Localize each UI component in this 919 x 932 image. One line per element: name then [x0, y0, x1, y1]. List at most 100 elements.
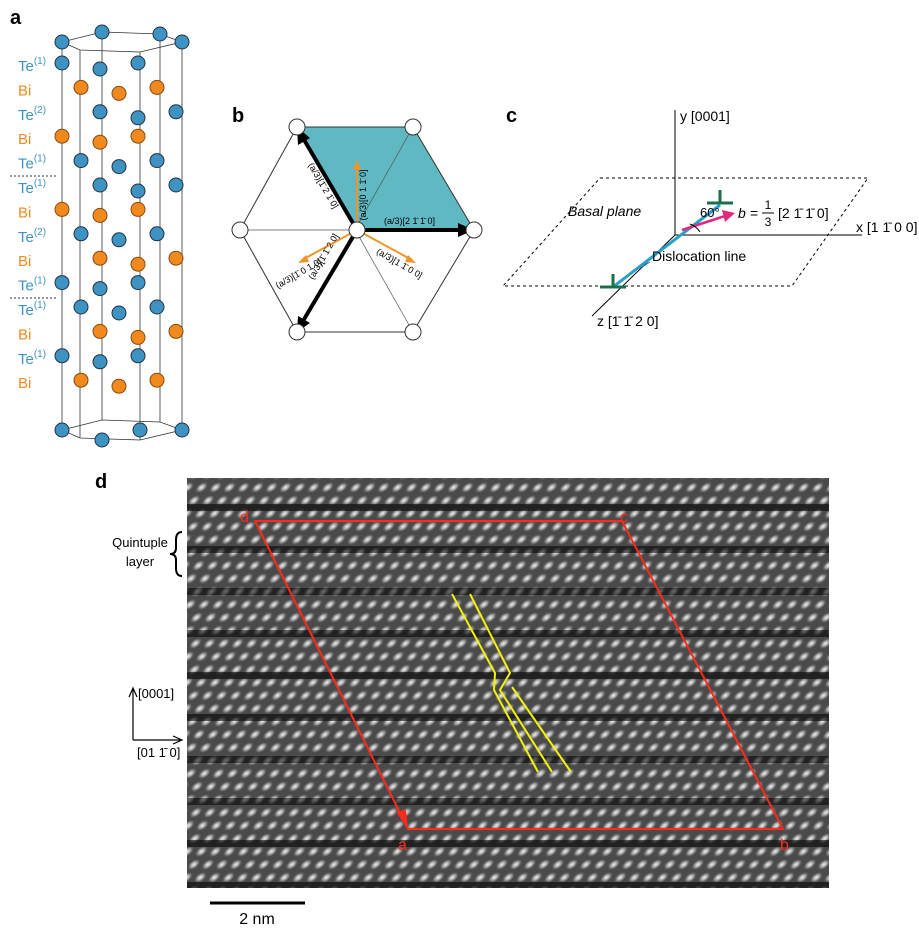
atom	[54, 128, 70, 144]
direction-axes	[128, 686, 184, 745]
element: Te	[18, 278, 34, 295]
atom	[174, 422, 190, 438]
atom	[130, 256, 146, 272]
atom	[73, 299, 89, 315]
dislocation-symbol	[600, 190, 733, 289]
atom	[54, 348, 70, 364]
atom	[130, 275, 146, 291]
arrow-head	[353, 160, 361, 170]
arrow-head	[722, 210, 735, 222]
corner-label: b	[780, 837, 789, 854]
atom	[92, 134, 108, 150]
atom	[130, 128, 146, 144]
element: Te	[18, 302, 34, 319]
stem-image: d c a b	[187, 478, 829, 888]
burgers-circuit	[253, 520, 785, 830]
atom	[149, 79, 165, 95]
atom	[92, 281, 108, 297]
lattice-site	[404, 323, 422, 341]
atom	[149, 299, 165, 315]
atom	[73, 79, 89, 95]
atom	[92, 207, 108, 223]
atom	[54, 55, 70, 71]
panel-label: d	[95, 471, 107, 493]
atom	[73, 153, 89, 169]
atom	[168, 250, 184, 266]
atom	[168, 104, 184, 120]
atom	[54, 34, 70, 50]
element: Bi	[18, 326, 31, 343]
atom	[149, 372, 165, 388]
atom	[174, 34, 190, 50]
vector-label: (a/3)[1̄ 1̄ 2 0]	[306, 232, 340, 281]
atom	[94, 24, 110, 40]
layer-label: Te(2)	[18, 227, 46, 246]
atom	[152, 26, 168, 42]
arrow-head	[298, 255, 309, 263]
panel-label: c	[506, 105, 517, 127]
vector-arrow	[301, 136, 359, 232]
superscript: (1)	[34, 154, 46, 165]
atom	[73, 226, 89, 242]
corner-label: c	[620, 509, 628, 526]
element: Te	[18, 180, 34, 197]
atom	[92, 323, 108, 339]
quintuple-label: Quintuple layer	[112, 535, 168, 569]
layer-label: Te(1)	[18, 178, 46, 197]
superscript: (2)	[34, 227, 46, 238]
atom	[54, 201, 70, 217]
scale-label: 2 nm	[239, 911, 275, 927]
lattice-site	[288, 323, 306, 341]
superscript: (2)	[34, 105, 46, 116]
layer-label: Bi	[18, 253, 31, 270]
atom	[132, 422, 148, 438]
atom	[92, 104, 108, 120]
fraction-denominator: 3	[765, 215, 772, 229]
leader-line	[641, 261, 651, 268]
element: Te	[18, 156, 34, 173]
atom	[111, 159, 127, 175]
layer-bands	[187, 478, 829, 888]
element: Bi	[18, 82, 31, 99]
lattice-site	[288, 118, 306, 136]
vector-arrow	[301, 228, 359, 323]
element: Bi	[18, 131, 31, 148]
fraction-numerator: 1	[765, 198, 772, 212]
panel-label: b	[232, 105, 244, 127]
atom	[92, 354, 108, 370]
atom	[130, 348, 146, 364]
element: Te	[18, 58, 34, 75]
direction-label: [01 1̄ 0]	[137, 745, 180, 760]
layer-label: Te(1)	[18, 56, 46, 75]
atomic-plane-trace	[451, 593, 572, 773]
element: Te	[18, 107, 34, 124]
crystal-structure	[54, 24, 190, 448]
axis-label: x [1 1̄ 0 0]	[856, 219, 917, 235]
superscript: (1)	[34, 349, 46, 360]
panel-label: a	[10, 7, 22, 29]
atom	[111, 305, 127, 321]
atom	[130, 183, 146, 199]
lattice-site	[465, 221, 483, 239]
atom	[130, 201, 146, 217]
layer-label: Te(1)	[18, 300, 46, 319]
atom	[54, 275, 70, 291]
atom	[92, 250, 108, 266]
lattice-site	[404, 118, 422, 136]
atom	[92, 177, 108, 193]
corner-label: a	[398, 837, 407, 854]
atom	[111, 85, 127, 101]
dislocation-diagram: y [0001] x [1 1̄ 0 0] z [1̄ 1̄ 2 0] Basa…	[501, 108, 917, 329]
vector-label: (a/3)[2 1̄ 1̄ 0]	[384, 216, 435, 226]
atom	[54, 422, 70, 438]
atom	[92, 61, 108, 77]
atom	[111, 378, 127, 394]
layer-label: Te(1)	[18, 276, 46, 295]
layer-label: Bi	[18, 375, 31, 392]
superscript: (1)	[34, 56, 46, 67]
atom	[149, 153, 165, 169]
layer-label: Te(2)	[18, 105, 46, 124]
plane-label: Basal plane	[568, 203, 641, 219]
layer-label: Te(1)	[18, 349, 46, 368]
atom	[168, 323, 184, 339]
